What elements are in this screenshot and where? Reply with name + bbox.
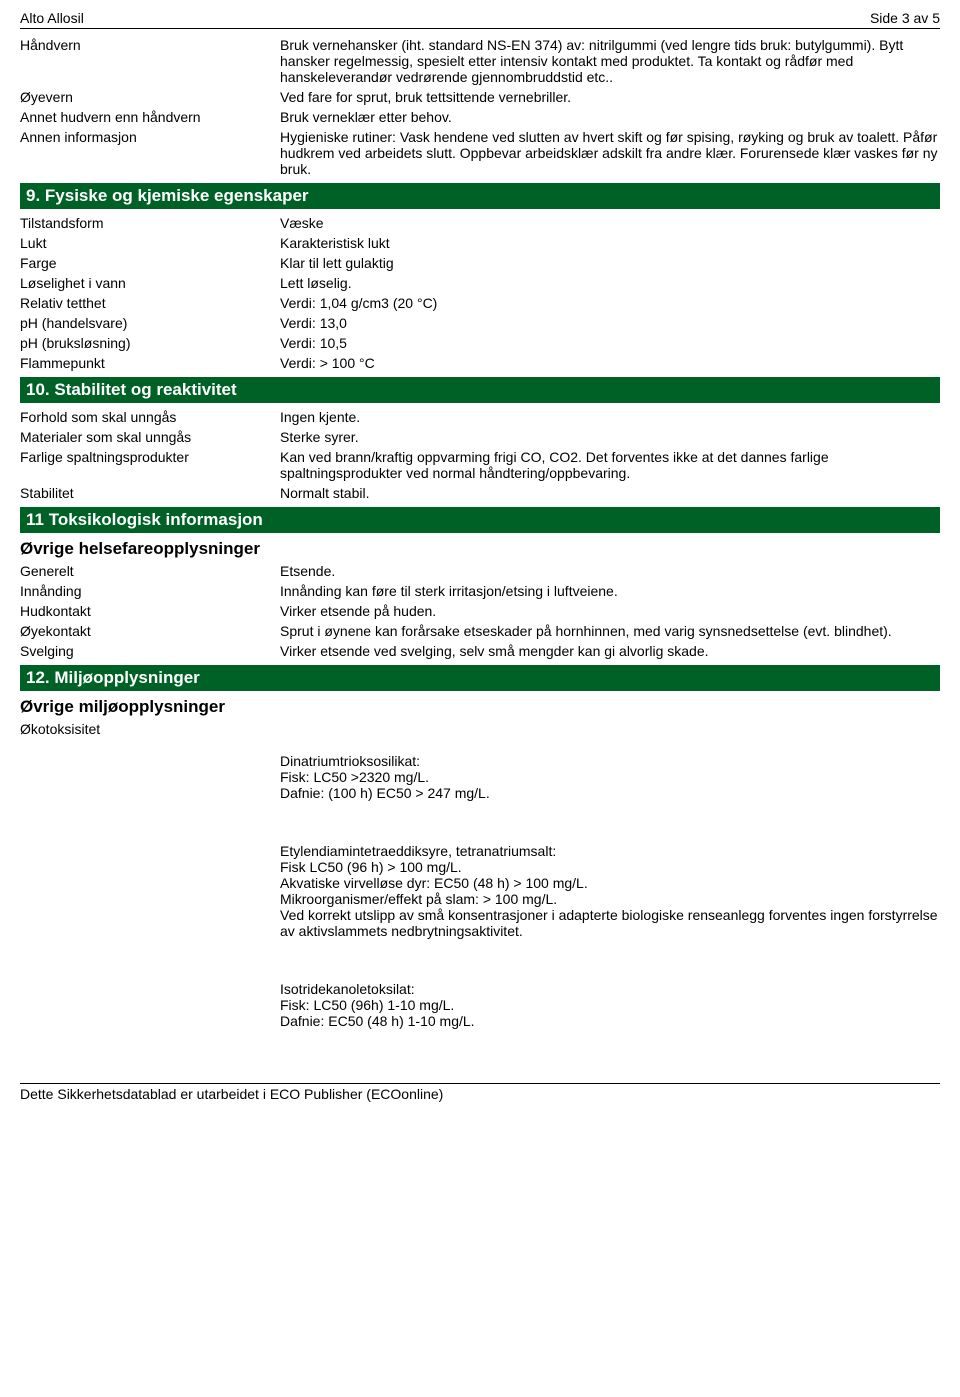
row-label: Svelging [20, 643, 280, 659]
section-11-header: 11 Toksikologisk informasjon [20, 507, 940, 533]
row-label: Løselighet i vann [20, 275, 280, 291]
row-value: Verdi: > 100 °C [280, 355, 940, 371]
table-row: Forhold som skal unngåsIngen kjente. [20, 409, 940, 425]
row-value: Virker etsende på huden. [280, 603, 940, 619]
eco-paragraph-3: Isotridekanoletoksilat: Fisk: LC50 (96h)… [280, 981, 940, 1029]
row-label: Innånding [20, 583, 280, 599]
page-number: Side 3 av 5 [870, 10, 940, 26]
row-value: Dinatriumtrioksosilikat: Fisk: LC50 >232… [280, 721, 940, 1071]
section-11-table: GenereltEtsende. InnåndingInnånding kan … [20, 563, 940, 659]
row-value: Etsende. [280, 563, 940, 579]
table-row: SvelgingVirker etsende ved svelging, sel… [20, 643, 940, 659]
table-row: Farlige spaltningsprodukterKan ved brann… [20, 449, 940, 481]
row-value: Hygieniske rutiner: Vask hendene ved slu… [280, 129, 940, 177]
product-name: Alto Allosil [20, 10, 84, 26]
row-value: Karakteristisk lukt [280, 235, 940, 251]
section-12-table: Økotoksisitet Dinatriumtrioksosilikat: F… [20, 721, 940, 1071]
row-value: Normalt stabil. [280, 485, 940, 501]
table-row: Annen informasjon Hygieniske rutiner: Va… [20, 129, 940, 177]
row-value: Bruk vernehansker (iht. standard NS-EN 3… [280, 37, 940, 85]
row-label: Generelt [20, 563, 280, 579]
row-label: Farge [20, 255, 280, 271]
table-row: LuktKarakteristisk lukt [20, 235, 940, 251]
table-row: Øyevern Ved fare for sprut, bruk tettsit… [20, 89, 940, 105]
row-value: Verdi: 1,04 g/cm3 (20 °C) [280, 295, 940, 311]
table-row: Annet hudvern enn håndvern Bruk verneklæ… [20, 109, 940, 125]
section-9-header: 9. Fysiske og kjemiske egenskaper [20, 183, 940, 209]
page-footer: Dette Sikkerhetsdatablad er utarbeidet i… [20, 1083, 940, 1102]
table-row: FlammepunktVerdi: > 100 °C [20, 355, 940, 371]
row-value: Væske [280, 215, 940, 231]
row-value: Kan ved brann/kraftig oppvarming frigi C… [280, 449, 940, 481]
row-label: Håndvern [20, 37, 280, 53]
row-label: Tilstandsform [20, 215, 280, 231]
section-11-subheader: Øvrige helsefareopplysninger [20, 539, 940, 559]
row-value: Verdi: 10,5 [280, 335, 940, 351]
table-row: Økotoksisitet Dinatriumtrioksosilikat: F… [20, 721, 940, 1071]
protection-table: Håndvern Bruk vernehansker (iht. standar… [20, 37, 940, 177]
eco-paragraph-1: Dinatriumtrioksosilikat: Fisk: LC50 >232… [280, 753, 940, 801]
row-value: Innånding kan føre til sterk irritasjon/… [280, 583, 940, 599]
row-label: Øyekontakt [20, 623, 280, 639]
row-label: Flammepunkt [20, 355, 280, 371]
table-row: StabilitetNormalt stabil. [20, 485, 940, 501]
table-row: TilstandsformVæske [20, 215, 940, 231]
row-value: Lett løselig. [280, 275, 940, 291]
section-9-table: TilstandsformVæske LuktKarakteristisk lu… [20, 215, 940, 371]
footer-text: Dette Sikkerhetsdatablad er utarbeidet i… [20, 1086, 443, 1102]
section-12-subheader: Øvrige miljøopplysninger [20, 697, 940, 717]
row-value: Sterke syrer. [280, 429, 940, 445]
row-value: Sprut i øynene kan forårsake etseskader … [280, 623, 940, 639]
table-row: pH (handelsvare)Verdi: 13,0 [20, 315, 940, 331]
row-label: pH (handelsvare) [20, 315, 280, 331]
row-label: Øyevern [20, 89, 280, 105]
row-value: Bruk verneklær etter behov. [280, 109, 940, 125]
table-row: FargeKlar til lett gulaktig [20, 255, 940, 271]
row-label: Relativ tetthet [20, 295, 280, 311]
row-value: Klar til lett gulaktig [280, 255, 940, 271]
row-label: Farlige spaltningsprodukter [20, 449, 280, 465]
row-label: Økotoksisitet [20, 721, 280, 737]
row-label: Hudkontakt [20, 603, 280, 619]
row-label: Lukt [20, 235, 280, 251]
row-label: Forhold som skal unngås [20, 409, 280, 425]
row-label: pH (bruksløsning) [20, 335, 280, 351]
table-row: InnåndingInnånding kan føre til sterk ir… [20, 583, 940, 599]
table-row: Materialer som skal unngåsSterke syrer. [20, 429, 940, 445]
eco-paragraph-2: Etylendiamintetraeddiksyre, tetranatrium… [280, 843, 940, 939]
row-value: Ved fare for sprut, bruk tettsittende ve… [280, 89, 940, 105]
table-row: Håndvern Bruk vernehansker (iht. standar… [20, 37, 940, 85]
row-value: Ingen kjente. [280, 409, 940, 425]
table-row: HudkontaktVirker etsende på huden. [20, 603, 940, 619]
table-row: GenereltEtsende. [20, 563, 940, 579]
row-label: Materialer som skal unngås [20, 429, 280, 445]
section-10-header: 10. Stabilitet og reaktivitet [20, 377, 940, 403]
row-label: Annet hudvern enn håndvern [20, 109, 280, 125]
table-row: Relativ tetthetVerdi: 1,04 g/cm3 (20 °C) [20, 295, 940, 311]
table-row: Løselighet i vannLett løselig. [20, 275, 940, 291]
section-10-table: Forhold som skal unngåsIngen kjente. Mat… [20, 409, 940, 501]
row-value: Virker etsende ved svelging, selv små me… [280, 643, 940, 659]
row-value: Verdi: 13,0 [280, 315, 940, 331]
row-label: Stabilitet [20, 485, 280, 501]
page-header: Alto Allosil Side 3 av 5 [20, 10, 940, 29]
row-label: Annen informasjon [20, 129, 280, 145]
table-row: ØyekontaktSprut i øynene kan forårsake e… [20, 623, 940, 639]
table-row: pH (bruksløsning)Verdi: 10,5 [20, 335, 940, 351]
section-12-header: 12. Miljøopplysninger [20, 665, 940, 691]
